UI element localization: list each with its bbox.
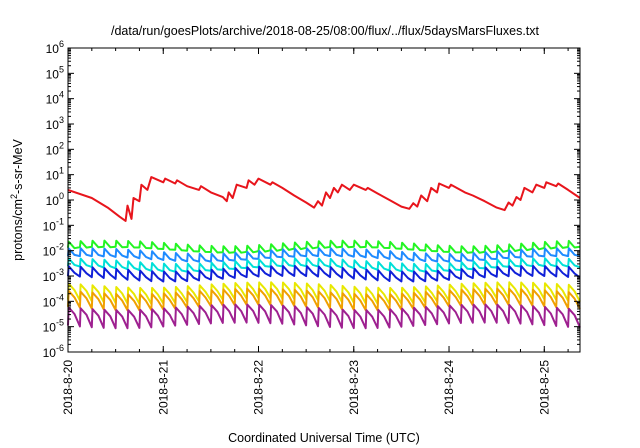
y-tick-label: 100: [46, 191, 64, 208]
y-tick-label: 10-2: [43, 242, 64, 259]
x-tick-label: 2018-8-21: [156, 360, 170, 415]
y-tick-label: 10-3: [43, 267, 64, 284]
x-tick-label: 2018-8-22: [252, 360, 266, 415]
series-line-0: [67, 176, 581, 222]
series-line-2: [67, 247, 581, 263]
y-tick-label: 105: [46, 64, 64, 81]
x-axis-label: Coordinated Universal Time (UTC): [228, 431, 420, 445]
series-line-4: [67, 264, 581, 283]
y-tick-label: 106: [46, 39, 64, 56]
y-axis-label-base: protons/cm: [11, 199, 25, 261]
y-axis: 10-6 10-5 10-4 10-3 10-2 10-1 100 101 102 103 104 1…: [43, 39, 580, 360]
y-tick-label: 10-4: [43, 292, 64, 309]
y-tick-label: 104: [46, 90, 64, 107]
y-axis-label: protons/cm2-s-sr-MeV: [9, 138, 25, 260]
y-tick-label: 10-6: [43, 343, 64, 360]
x-tick-label: 2018-8-23: [347, 360, 361, 415]
series-line-3: [67, 257, 581, 273]
x-axis: 2018-8-20 2018-8-21 2018-8-22 2018-8-23 2018…: [61, 48, 569, 415]
y-tick-label: 103: [46, 115, 64, 132]
x-tick-label: 2018-8-20: [61, 360, 75, 415]
chart-title: /data/run/goesPlots/archive/2018-08-25/0…: [111, 24, 540, 38]
series-line-7: [67, 303, 581, 330]
x-tick-label: 2018-8-25: [537, 360, 551, 415]
series-line-6: [67, 287, 581, 312]
y-tick-label: 101: [46, 166, 64, 183]
y-tick-label: 102: [46, 140, 64, 157]
series-lines: [67, 176, 581, 330]
y-axis-label-superscript: 2: [9, 194, 19, 199]
y-axis-label-rest: -s-sr-MeV: [11, 138, 25, 194]
y-tick-label: 10-5: [43, 318, 64, 335]
x-tick-label: 2018-8-24: [442, 360, 456, 415]
series-line-1: [67, 239, 581, 254]
y-tick-label: 10-1: [43, 216, 64, 233]
